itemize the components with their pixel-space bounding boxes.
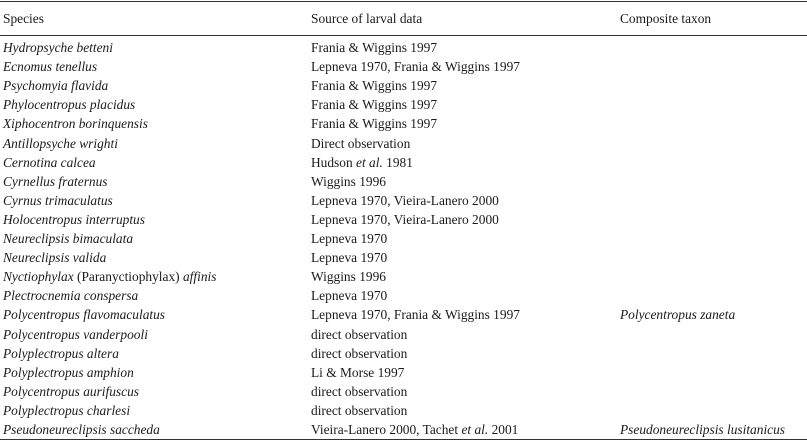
source-et-al: et al. (356, 154, 383, 170)
species-cell: Neureclipsis bimaculata (3, 231, 134, 246)
species-cell: Polyplectropus amphion (3, 364, 134, 380)
source-cell: Frania & Wiggins 1997 (311, 116, 438, 132)
source-year: 2001 (488, 422, 519, 437)
source-cell: direct observation (311, 345, 408, 361)
source-cell: Wiggins 1996 (311, 173, 386, 189)
source-cell: Li & Morse 1997 (311, 364, 405, 380)
source-cell: Lepneva 1970, Vieira-Lanero 2000 (311, 211, 499, 227)
table-row: Neureclipsis valida Lepneva 1970 (0, 248, 807, 267)
species-cell: Hydropsyche betteni (3, 40, 113, 55)
table-row: Cyrnellus fraternus Wiggins 1996 (0, 172, 807, 191)
header-composite: Composite taxon (620, 11, 712, 26)
table-top-rule (0, 1, 807, 2)
source-cell: Lepneva 1970 (311, 250, 388, 266)
composite-cell: Pseudoneureclipsis lusitanicus (620, 422, 786, 437)
species-cell: Phylocentropus placidus (3, 97, 136, 113)
table-row: Polycentropus flavomaculatus Lepneva 1970… (0, 305, 807, 324)
source-cell: Vieira-Lanero 2000, Tachet et al. 2001 (311, 420, 518, 439)
table-row: Nyctiophylax (Paranyctiophylax) affinis W… (0, 267, 807, 286)
source-cell: Lepneva 1970, Frania & Wiggins 1997 (311, 307, 520, 323)
table-row: Polyplectropus charlesi direct observatio… (0, 401, 807, 420)
species-cell: Polyplectropus charlesi (3, 402, 131, 418)
table-row: Plectrocnemia conspersa Lepneva 1970 (0, 286, 807, 305)
source-cell: Wiggins 1996 (311, 269, 386, 285)
header-source: Source of larval data (311, 11, 423, 26)
species-cell: Psychomyia flavida (3, 78, 109, 94)
species-cell: Cyrnus trimaculatus (3, 192, 113, 208)
source-cell: direct observation (311, 326, 408, 342)
table-row: Ecnomus tenellus Lepneva 1970, Frania & W… (0, 57, 807, 76)
table-row: Neureclipsis bimaculata Lepneva 1970 (0, 229, 807, 248)
species-genus: Nyctiophylax (3, 269, 77, 285)
table-row: Polycentropus aurifuscus direct observati… (0, 382, 807, 401)
source-year: 1981 (382, 154, 413, 170)
header-species: Species (3, 11, 44, 26)
table-row: Xiphocentron borinquensis Frania & Wiggin… (0, 114, 807, 133)
table-row: Polyplectropus amphion Li & Morse 1997 (0, 363, 807, 382)
table-row: Pseudoneureclipsis saccheda Vieira-Lanero… (0, 420, 807, 439)
species-cell: Nyctiophylax (Paranyctiophylax) affinis (3, 267, 216, 286)
species-subgenus: (Paranyctiophylax) (77, 269, 180, 285)
source-cell: Frania & Wiggins 1997 (311, 40, 438, 55)
table-row: Polycentropus vanderpooli direct observat… (0, 325, 807, 344)
species-cell: Polycentropus aurifuscus (3, 383, 139, 399)
species-cell: Polyplectropus altera (3, 345, 119, 361)
species-cell: Cyrnellus fraternus (3, 173, 108, 189)
species-cell: Polycentropus flavomaculatus (3, 307, 166, 323)
source-et-al: et al. (461, 422, 489, 437)
species-cell: Antillopsyche wrighti (3, 135, 118, 151)
source-cell: Lepneva 1970, Vieira-Lanero 2000 (311, 192, 499, 208)
source-cell: Frania & Wiggins 1997 (311, 78, 438, 94)
source-text: Hudson (311, 154, 357, 170)
species-cell: Pseudoneureclipsis saccheda (3, 422, 160, 437)
table-row: Antillopsyche wrighti Direct observation (0, 134, 807, 153)
composite-cell: Polycentropus zaneta (620, 307, 736, 323)
table-row: Polyplectropus altera direct observation (0, 344, 807, 363)
table-row: Psychomyia flavida Frania & Wiggins 1997 (0, 76, 807, 95)
source-cell: Lepneva 1970, Frania & Wiggins 1997 (311, 59, 520, 75)
species-cell: Ecnomus tenellus (3, 59, 98, 75)
species-cell: Cernotina calcea (3, 154, 96, 170)
species-cell: Neureclipsis valida (3, 250, 107, 266)
species-epithet: affinis (179, 269, 217, 285)
table-bottom-rule (0, 439, 807, 440)
table-row: Holocentropus interruptus Lepneva 1970, V… (0, 210, 807, 229)
source-cell: Frania & Wiggins 1997 (311, 97, 438, 113)
species-cell: Polycentropus vanderpooli (3, 326, 148, 342)
source-cell: Lepneva 1970 (311, 288, 388, 304)
species-cell: Xiphocentron borinquensis (3, 116, 148, 132)
source-cell: direct observation (311, 402, 408, 418)
table-row: Cyrnus trimaculatus Lepneva 1970, Vieira-… (0, 191, 807, 210)
source-cell: Direct observation (311, 135, 411, 151)
source-cell: Lepneva 1970 (311, 231, 388, 246)
source-cell: direct observation (311, 383, 408, 399)
table-row: Hydropsyche betteni Frania & Wiggins 1997 (0, 38, 807, 57)
table-header-row: Species Source of larval data Composite … (0, 9, 807, 28)
source-text: Vieira-Lanero 2000, Tachet (311, 422, 462, 437)
species-cell: Holocentropus interruptus (3, 211, 145, 227)
species-cell: Plectrocnemia conspersa (3, 288, 139, 304)
table-row: Cernotina calcea Hudson et al. 1981 (0, 153, 807, 172)
source-cell: Hudson et al. 1981 (311, 153, 413, 172)
table-row: Phylocentropus placidus Frania & Wiggins … (0, 95, 807, 114)
table-header-rule (0, 35, 807, 36)
